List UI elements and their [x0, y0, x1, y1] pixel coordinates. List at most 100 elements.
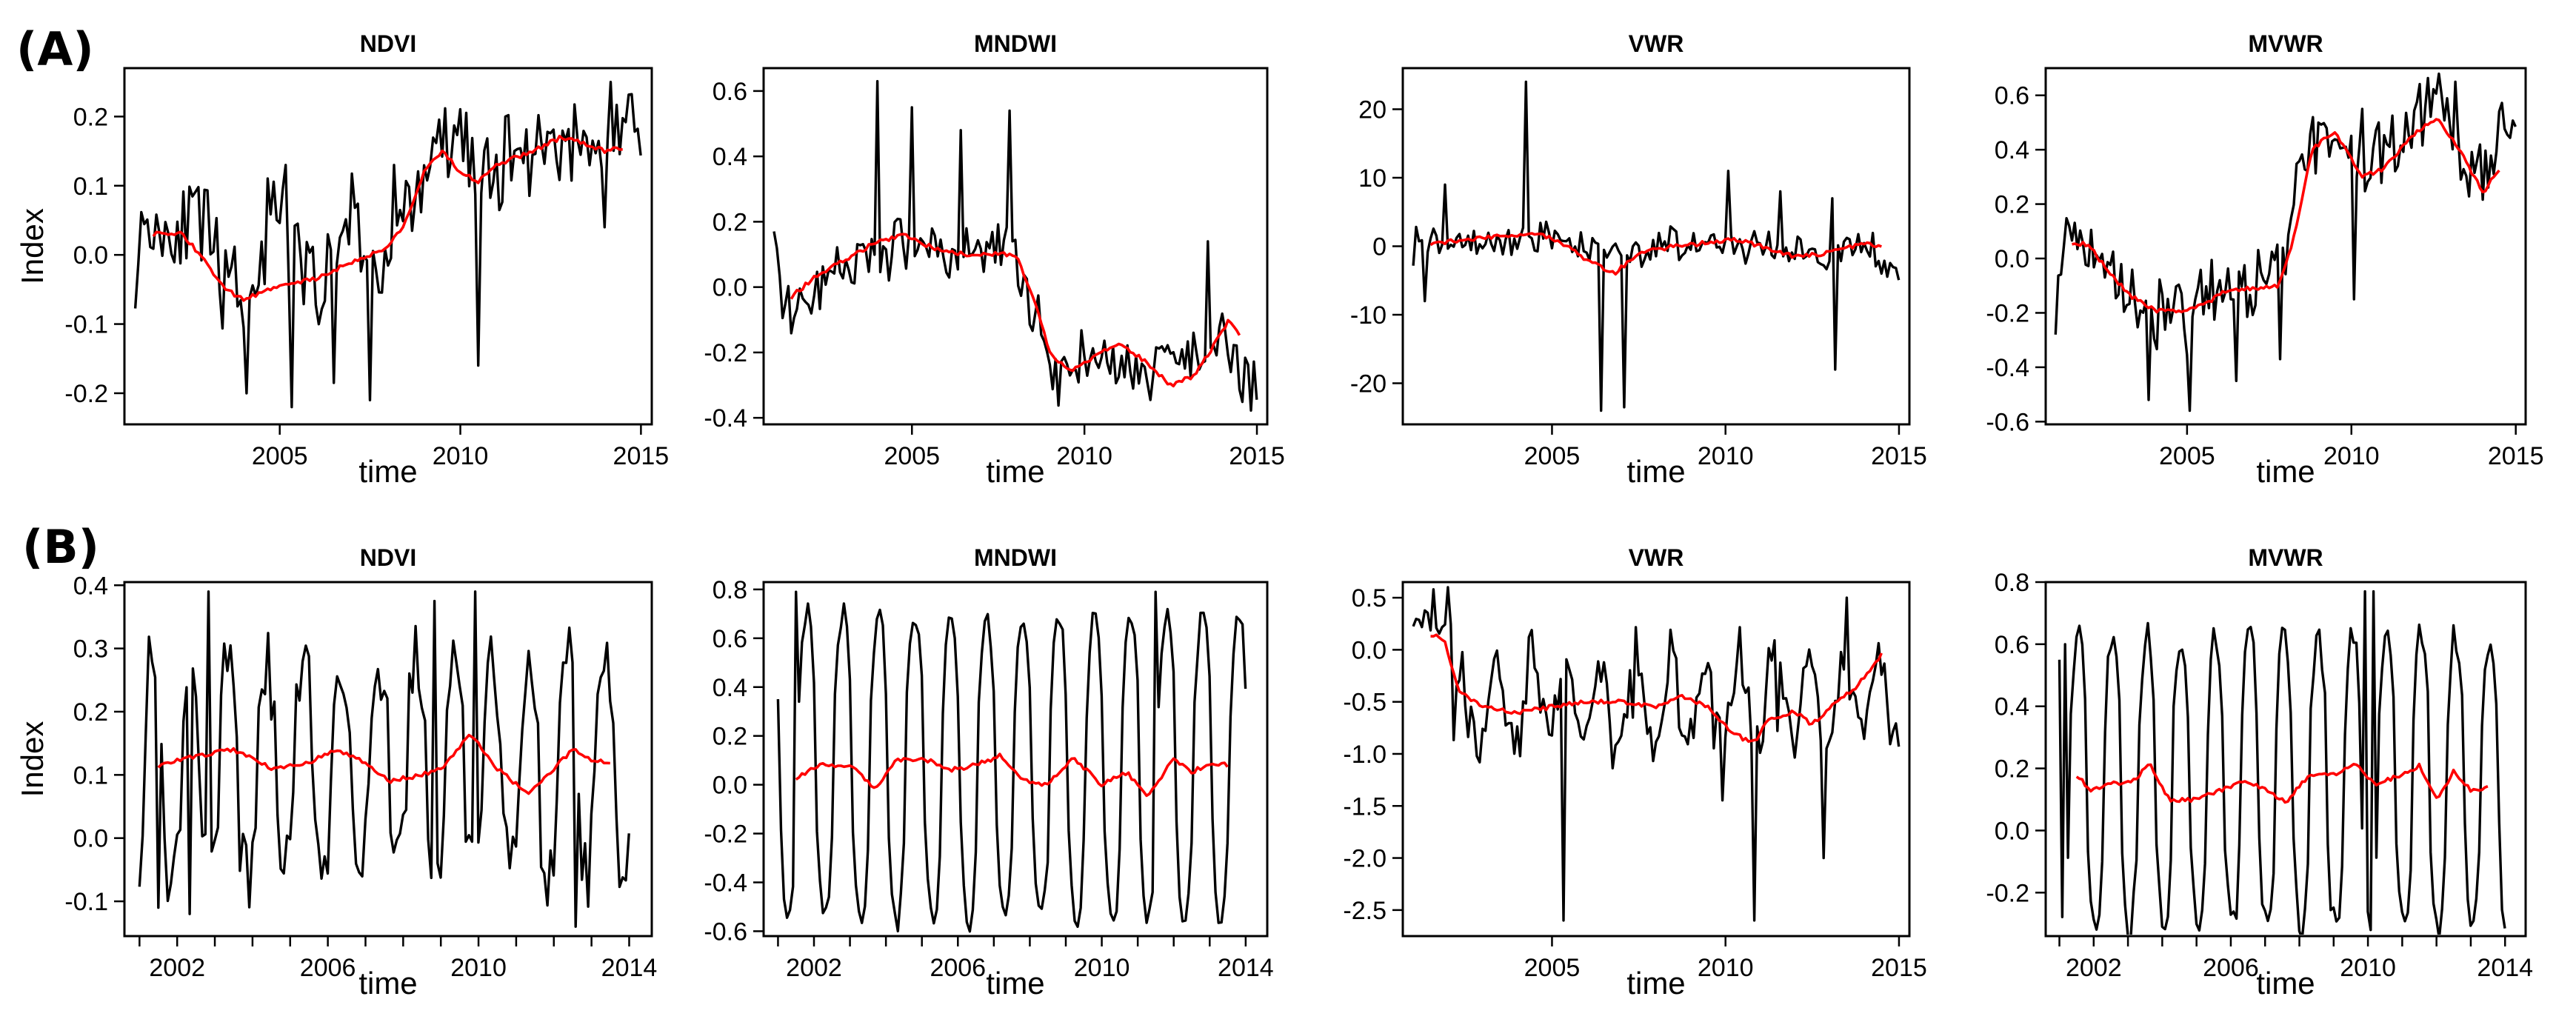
x-tick-label: 2010	[2340, 954, 2396, 982]
y-tick-label: 10	[1358, 164, 1387, 193]
y-tick-label: 0.6	[713, 625, 747, 653]
trend-series-line	[157, 733, 610, 795]
x-tick-label: 2010	[2323, 442, 2380, 470]
y-tick-label: 0.0	[73, 825, 108, 853]
y-axis-label: Index	[15, 721, 50, 798]
y-axis-label: Index	[15, 208, 50, 284]
x-tick-label: 2010	[1074, 954, 1130, 982]
y-tick-label: -1.0	[1343, 741, 1387, 769]
x-tick-label: 2006	[2203, 954, 2259, 982]
y-tick-label: -0.6	[704, 918, 747, 946]
trend-series-line	[152, 135, 623, 302]
x-tick-label: 2015	[2488, 442, 2544, 470]
y-tick-label: -2.5	[1343, 897, 1387, 925]
y-tick-label: 0.6	[1995, 82, 2029, 110]
y-tick-label: -0.2	[1986, 299, 2029, 327]
x-tick-label: 2010	[1698, 442, 1754, 470]
x-tick-label: 2010	[433, 442, 489, 470]
y-tick-label: -0.2	[704, 339, 747, 367]
x-tick-label: 2010	[1698, 954, 1754, 982]
y-tick-label: 0.0	[1352, 636, 1387, 664]
y-tick-label: -0.1	[64, 311, 108, 339]
chart-title: VWR	[1629, 30, 1684, 57]
chart-title: NDVI	[360, 544, 416, 571]
x-tick-label: 2002	[2066, 954, 2122, 982]
plot-frame	[123, 581, 653, 938]
raw-series-line	[133, 80, 642, 409]
raw-series-line	[776, 590, 1247, 933]
plot-frame	[1401, 581, 1911, 938]
y-tick-label: -0.6	[1986, 408, 2029, 436]
y-tick-label: 0.0	[713, 772, 747, 800]
y-tick-label: -20	[1350, 370, 1387, 398]
y-tick-label: 0.0	[1995, 817, 2029, 845]
y-tick-label: 0.5	[1352, 584, 1387, 612]
x-tick-label: 2010	[1056, 442, 1112, 470]
y-tick-label: -0.2	[1986, 879, 2029, 907]
x-tick-label: 2014	[1218, 954, 1274, 982]
chart-title: MNDWI	[974, 30, 1057, 57]
y-tick-label: -0.4	[704, 869, 747, 897]
y-tick-label: 0.1	[73, 173, 108, 201]
x-tick-label: 2014	[601, 954, 658, 982]
x-tick-label: 2014	[2477, 954, 2533, 982]
trend-series-line	[2072, 118, 2500, 314]
y-tick-label: -0.2	[64, 380, 108, 408]
y-tick-label: 0.0	[73, 241, 108, 270]
chart-title: MVWR	[2248, 544, 2323, 571]
y-tick-label: 0.4	[1995, 136, 2029, 164]
y-tick-label: 0.4	[713, 143, 747, 171]
trend-series-line	[795, 752, 1229, 798]
y-tick-label: 0	[1372, 233, 1387, 261]
trend-series-line	[1429, 232, 1882, 276]
plot-frame	[2044, 581, 2527, 938]
chart-panel: VWR 2005 2010 2015 -20 -10 0 10 20 time	[1350, 30, 1927, 489]
raw-series-line	[138, 590, 630, 928]
y-tick-label: 0.2	[73, 103, 108, 131]
y-tick-label: 0.8	[1995, 569, 2029, 597]
x-tick-label: 2015	[613, 442, 670, 470]
y-tick-label: -10	[1350, 301, 1387, 330]
trend-series-line	[790, 233, 1241, 388]
y-tick-label: 0.6	[713, 78, 747, 106]
y-tick-label: 0.0	[713, 274, 747, 302]
x-tick-label: 2005	[884, 442, 940, 470]
y-tick-label: 0.3	[73, 635, 108, 664]
x-tick-label: 2006	[300, 954, 356, 982]
y-tick-label: 0.2	[713, 723, 747, 751]
row-label-a: (A)	[16, 22, 94, 76]
x-tick-label: 2002	[149, 954, 205, 982]
y-tick-label: 0.2	[1995, 755, 2029, 784]
y-tick-label: 0.2	[1995, 191, 2029, 219]
chart-title: MVWR	[2248, 30, 2323, 57]
x-tick-label: 2005	[2159, 442, 2215, 470]
y-tick-label: -0.5	[1343, 689, 1387, 717]
y-tick-label: 20	[1358, 96, 1387, 124]
y-tick-label: 0.2	[713, 208, 747, 236]
chart-title: MNDWI	[974, 544, 1057, 571]
plot-frame	[762, 581, 1269, 938]
x-axis-label: time	[2256, 454, 2315, 489]
plot-frame	[123, 67, 653, 426]
x-tick-label: 2015	[1229, 442, 1285, 470]
y-tick-label: -0.2	[704, 821, 747, 849]
x-tick-label: 2005	[1524, 954, 1581, 982]
trend-series-line	[2075, 762, 2489, 804]
chart-panel: MNDWI 2002 2006 2010 2014 -0.6 -0.4 -0.2 0.0 0.2 0…	[704, 544, 1273, 1001]
x-axis-label: time	[358, 454, 417, 489]
x-tick-label: 2015	[1871, 442, 1927, 470]
y-tick-label: 0.4	[73, 572, 108, 600]
y-tick-label: -0.4	[1986, 354, 2029, 382]
x-tick-label: 2005	[252, 442, 308, 470]
chart-panel: MVWR 2005 2010 2015 -0.6 -0.4 -0.2 0.0 0.2 0.4 0.6…	[1986, 30, 2543, 489]
x-axis-label: time	[2256, 966, 2315, 1001]
x-axis-label: time	[1626, 966, 1685, 1001]
plot-frame	[762, 67, 1269, 426]
x-tick-label: 2015	[1871, 954, 1927, 982]
chart-panel: NDVI 2002 2006 2010 2014 -0.1 0.0 0.1 0.2 0.3 0.4 t…	[15, 544, 657, 1001]
x-tick-label: 2006	[930, 954, 986, 982]
chart-panel: NDVI 2005 2010 2015 -0.2 -0.1 0.0 0.1 0.2 time Ind…	[15, 30, 669, 489]
y-tick-label: 0.6	[1995, 631, 2029, 659]
